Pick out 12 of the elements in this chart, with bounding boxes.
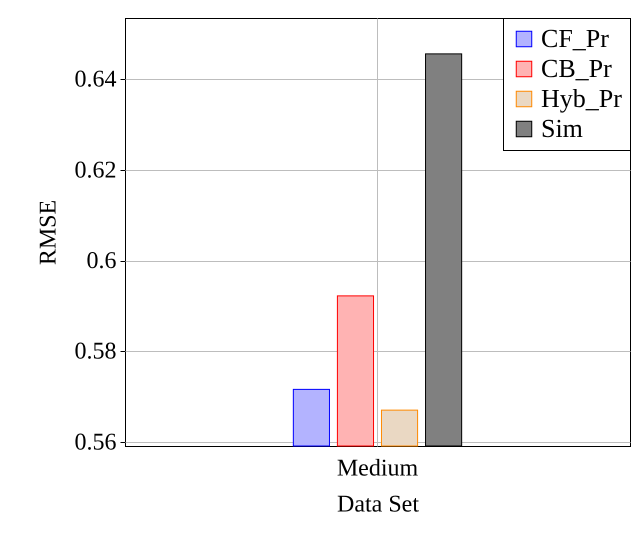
y-tick-label: 0.58 [74, 338, 116, 365]
x-axis-title: Data Set [337, 492, 420, 518]
x-tick-label: Medium [336, 456, 418, 482]
y-tick-label: 0.64 [74, 66, 116, 93]
y-tick-label: 0.62 [74, 157, 116, 184]
y-axis-title: RMSE [36, 200, 62, 266]
legend-label: Sim [541, 114, 583, 143]
y-tick-label: 0.56 [74, 429, 116, 456]
legend-label: CF_Pr [541, 24, 610, 53]
legend-label: Hyb_Pr [541, 84, 622, 113]
legend-label: CB_Pr [541, 54, 612, 83]
y-tick-label: 0.6 [86, 248, 116, 274]
